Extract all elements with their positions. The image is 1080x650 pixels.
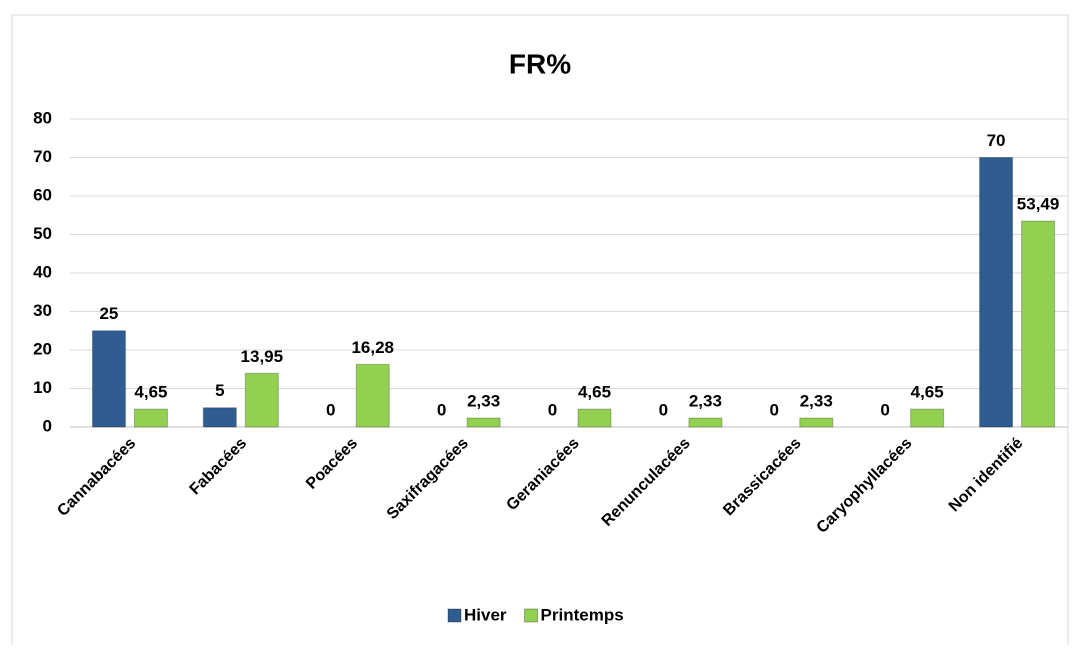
data-label: 25 [99, 304, 118, 323]
bar [1021, 220, 1056, 428]
bar [244, 372, 279, 428]
data-label: 0 [770, 400, 779, 419]
data-label: 0 [326, 400, 335, 419]
data-label: 4,65 [134, 383, 167, 402]
legend-label: Hiver [464, 605, 507, 624]
data-label: 70 [987, 131, 1006, 150]
data-label: 4,65 [578, 383, 611, 402]
data-label: 4,65 [911, 383, 944, 402]
legend-swatch [524, 608, 539, 623]
y-tick-label: 10 [33, 378, 52, 397]
chart-frame [11, 14, 1069, 650]
data-label: 0 [437, 400, 446, 419]
bar [355, 363, 390, 428]
data-label: 2,33 [689, 392, 722, 411]
y-tick-label: 50 [33, 224, 52, 243]
y-tick-label: 60 [33, 185, 52, 204]
data-label: 5 [215, 381, 224, 400]
data-label: 0 [880, 400, 889, 419]
bar [799, 417, 834, 428]
bar [202, 407, 237, 428]
bar [577, 408, 612, 428]
chart-title: FR% [509, 48, 571, 79]
data-label: 2,33 [467, 392, 500, 411]
legend-swatch [447, 608, 462, 623]
y-tick-label: 40 [33, 262, 52, 281]
bar [910, 408, 945, 428]
bar [466, 417, 501, 428]
y-tick-label: 20 [33, 339, 52, 358]
bar [91, 330, 126, 428]
y-tick-label: 30 [33, 301, 52, 320]
legend-label: Printemps [541, 605, 624, 624]
data-label: 53,49 [1017, 195, 1060, 214]
data-label: 0 [548, 400, 557, 419]
y-tick-label: 0 [43, 416, 52, 435]
data-label: 16,28 [351, 338, 394, 357]
data-label: 2,33 [800, 392, 833, 411]
bar [688, 417, 723, 428]
data-label: 13,95 [241, 347, 284, 366]
y-tick-label: 70 [33, 147, 52, 166]
y-tick-label: 80 [33, 108, 52, 127]
data-label: 0 [659, 400, 668, 419]
bar [133, 408, 168, 428]
bar [979, 157, 1014, 428]
